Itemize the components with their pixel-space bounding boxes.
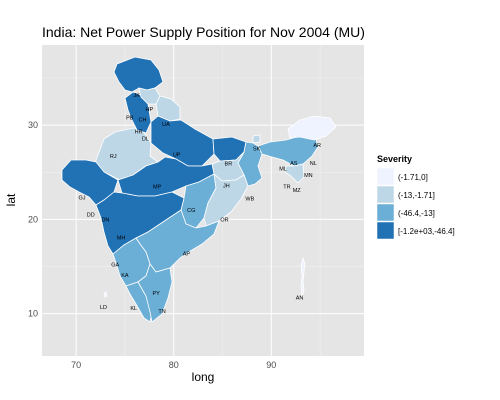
state-label-ap: AP [183, 251, 191, 257]
y-tick-label: 30 [28, 120, 38, 130]
state-label-py: PY [152, 291, 160, 297]
legend-label: (-1.71,0] [398, 173, 428, 182]
y-axis-title: lat [4, 193, 18, 206]
y-tick-label: 20 [28, 214, 38, 224]
state-label-rj: RJ [110, 154, 117, 160]
region-sk [252, 134, 261, 144]
state-label-mz: MZ [293, 188, 302, 194]
state-label-tn: TN [158, 309, 165, 315]
state-label-tr: TR [283, 184, 290, 190]
y-tick-label: 10 [28, 309, 38, 319]
state-label-gj: GJ [78, 196, 85, 202]
state-label-ua: UA [162, 122, 170, 128]
legend-title: Severity [377, 154, 412, 164]
state-regions [61, 56, 337, 323]
state-label-dl: DL [142, 136, 149, 142]
state-label-cg: CG [187, 208, 195, 214]
legend: Severity (-1.71,0] (-13,-1.71] (-46.4,-13]… [376, 154, 455, 240]
legend-swatch [376, 185, 395, 204]
state-label-sk: SK [253, 147, 261, 153]
region-tr-mz [284, 163, 305, 184]
region-or [203, 172, 249, 227]
state-label-ar: AR [313, 143, 321, 149]
chart-title: India: Net Power Supply Position for Nov… [42, 24, 365, 40]
state-label-jh: JH [223, 183, 230, 189]
region-ld [103, 291, 108, 298]
state-label-up: UP [173, 152, 181, 158]
state-label-ka: KA [121, 273, 129, 279]
x-tick-label: 90 [266, 360, 276, 370]
axis-tick-labels: 70 80 90 10 20 30 [28, 120, 276, 370]
state-label-dd: DD [87, 213, 95, 219]
state-label-mn: MN [304, 173, 313, 179]
state-label-hr: HR [135, 130, 143, 136]
x-tick-label: 70 [71, 360, 81, 370]
legend-swatch [376, 203, 395, 222]
legend-swatch [376, 221, 395, 240]
state-label-ld: LD [100, 305, 107, 311]
region-ne [257, 135, 319, 167]
state-label-ml: ML [279, 166, 287, 172]
region-pb-hr [124, 91, 152, 134]
state-label-kl: KL [130, 306, 137, 312]
state-label-mp: MP [153, 184, 162, 190]
state-label-an: AN [296, 296, 304, 302]
region-tn [137, 263, 173, 323]
x-axis-title: long [192, 370, 215, 384]
state-label-as: AS [290, 161, 298, 167]
state-label-dn: DN [101, 217, 109, 223]
state-label-jk: JK [133, 93, 140, 99]
region-ar [287, 115, 337, 141]
state-label-pb: PB [126, 116, 134, 122]
state-label-br: BR [225, 162, 233, 168]
legend-label: [-1.2e+03,-46.4] [398, 227, 455, 236]
state-label-ch: CH [139, 117, 147, 123]
legend-label: (-46.4,-13] [398, 209, 435, 218]
state-label-nl: NL [310, 161, 317, 167]
state-label-hp: HP [146, 107, 154, 113]
legend-swatch [376, 167, 395, 186]
state-label-wb: WB [245, 197, 254, 203]
state-label-ga: GA [111, 263, 119, 269]
x-tick-label: 80 [169, 360, 179, 370]
state-label-mh: MH [117, 235, 126, 241]
legend-label: (-13,-1.71] [398, 191, 435, 200]
state-label-or: OR [220, 217, 228, 223]
region-an [300, 256, 306, 298]
